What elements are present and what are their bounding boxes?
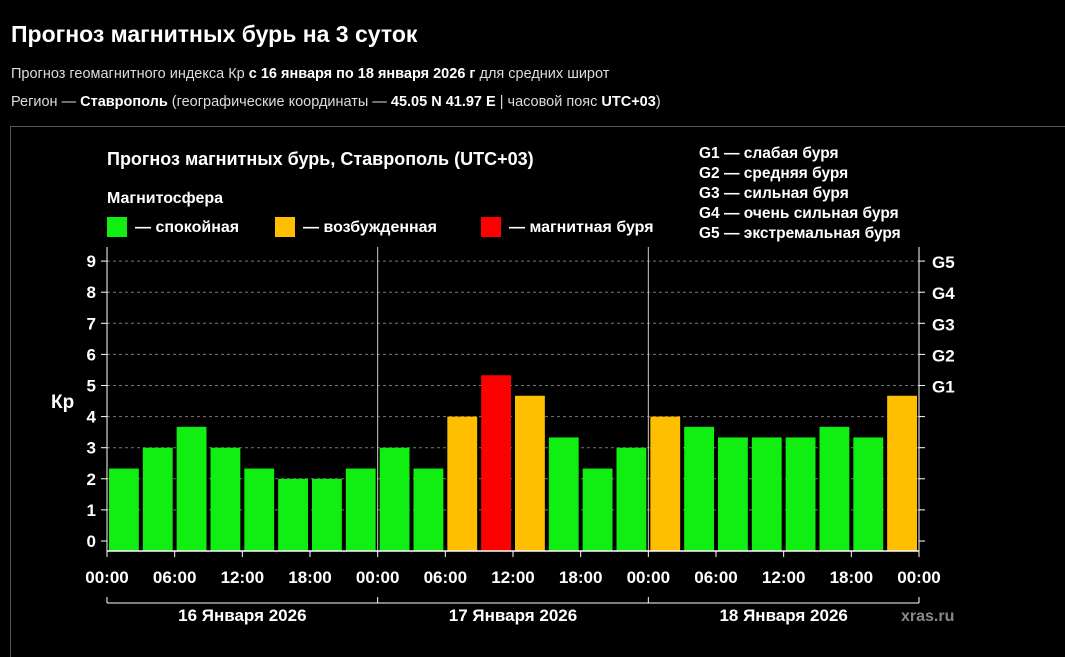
kp-chart: Прогноз магнитных бурь, Ставрополь (UTC+… — [51, 145, 955, 625]
x-tick-label: 06:00 — [424, 568, 467, 587]
y-axis-label: Кр — [51, 392, 74, 413]
day-label: 16 Января 2026 — [178, 606, 306, 625]
x-tick-label: 12:00 — [221, 568, 264, 587]
g-legend-item: G5 — экстремальная буря — [699, 225, 901, 242]
region-prefix: Регион — — [11, 94, 81, 110]
x-tick-label: 12:00 — [491, 568, 534, 587]
legend-label: — магнитная буря — [509, 219, 654, 236]
y-tick-label: 2 — [87, 470, 96, 489]
legend-label: — возбужденная — [303, 219, 437, 236]
kp-bar — [109, 468, 139, 551]
kp-bar — [142, 447, 173, 551]
y-tick-label: 3 — [87, 439, 96, 458]
g-legend-item: G4 — очень сильная буря — [699, 205, 899, 222]
day-label: 18 Января 2026 — [719, 606, 847, 625]
chart-frame: Прогноз магнитных бурь, Ставрополь (UTC+… — [10, 126, 1065, 657]
x-tick-label: 00:00 — [356, 568, 399, 587]
kp-bar — [582, 468, 613, 551]
g-legend-item: G2 — средняя буря — [699, 165, 848, 182]
legend-swatch — [275, 217, 295, 237]
kp-bar — [718, 437, 748, 551]
kp-bar — [176, 426, 207, 551]
kp-bar — [481, 375, 511, 551]
tz-value: UTC+03 — [601, 94, 656, 110]
coords-value: 45.05 N 41.97 E — [390, 94, 496, 110]
subtitle-suffix: для средних широт — [475, 66, 610, 82]
legend-swatch — [481, 217, 501, 237]
y-tick-label: 8 — [87, 283, 96, 302]
x-tick-label: 06:00 — [153, 568, 196, 587]
kp-bar — [548, 437, 579, 551]
region-name: Ставрополь — [80, 94, 168, 110]
g-tick-label: G5 — [932, 253, 955, 272]
chart-title: Прогноз магнитных бурь, Ставрополь (UTC+… — [107, 149, 534, 169]
kp-bar — [345, 468, 376, 551]
legend-title: Магнитосфера — [107, 190, 223, 207]
kp-bar — [819, 426, 850, 551]
kp-bar — [413, 468, 444, 551]
x-tick-label: 12:00 — [762, 568, 805, 587]
y-tick-label: 5 — [87, 377, 96, 396]
region-line: Регион — Ставрополь (географические коор… — [11, 94, 661, 110]
x-tick-label: 18:00 — [559, 568, 602, 587]
page-title: Прогноз магнитных бурь на 3 суток — [11, 21, 418, 47]
g-tick-label: G1 — [932, 378, 955, 397]
kp-bar — [684, 426, 714, 551]
kp-bar — [887, 395, 917, 551]
kp-bar — [244, 468, 275, 551]
x-tick-label: 00:00 — [85, 568, 128, 587]
kp-bar — [650, 416, 681, 551]
x-tick-label: 06:00 — [694, 568, 737, 587]
kp-bar — [210, 447, 241, 551]
kp-bar — [785, 437, 816, 551]
tz-prefix: | часовой пояс — [495, 94, 602, 110]
date-range: с 16 января по 18 января 2026 г — [248, 66, 476, 82]
g-tick-label: G2 — [932, 346, 955, 365]
y-tick-label: 7 — [87, 314, 96, 333]
kp-bar — [515, 395, 545, 551]
kp-bar — [616, 447, 647, 551]
legend-label: — спокойная — [135, 219, 239, 236]
y-tick-label: 4 — [87, 408, 97, 427]
g-tick-label: G3 — [932, 315, 955, 334]
y-tick-label: 9 — [87, 252, 96, 271]
kp-bar — [751, 437, 782, 551]
x-tick-label: 00:00 — [627, 568, 670, 587]
subtitle-prefix: Прогноз геомагнитного индекса Кр — [11, 66, 249, 82]
x-tick-label: 18:00 — [288, 568, 331, 587]
coords-prefix: (географические координаты — — [167, 94, 391, 110]
g-legend-item: G1 — слабая буря — [699, 145, 839, 162]
y-tick-label: 0 — [87, 532, 96, 551]
g-tick-label: G4 — [932, 284, 955, 303]
region-suffix: ) — [655, 94, 661, 110]
x-tick-label: 00:00 — [897, 568, 940, 587]
y-tick-label: 1 — [87, 501, 96, 520]
kp-bar — [312, 478, 342, 551]
kp-bar — [278, 478, 308, 551]
g-legend-item: G3 — сильная буря — [699, 185, 849, 202]
x-tick-label: 18:00 — [830, 568, 873, 587]
kp-bar — [379, 447, 410, 551]
watermark: xras.ru — [901, 608, 954, 625]
forecast-subtitle: Прогноз геомагнитного индекса Кр с 16 ян… — [11, 66, 609, 82]
day-label: 17 Января 2026 — [449, 606, 577, 625]
legend-swatch — [107, 217, 127, 237]
y-tick-label: 6 — [87, 345, 96, 364]
kp-bar — [853, 437, 884, 551]
kp-bar — [447, 416, 478, 551]
